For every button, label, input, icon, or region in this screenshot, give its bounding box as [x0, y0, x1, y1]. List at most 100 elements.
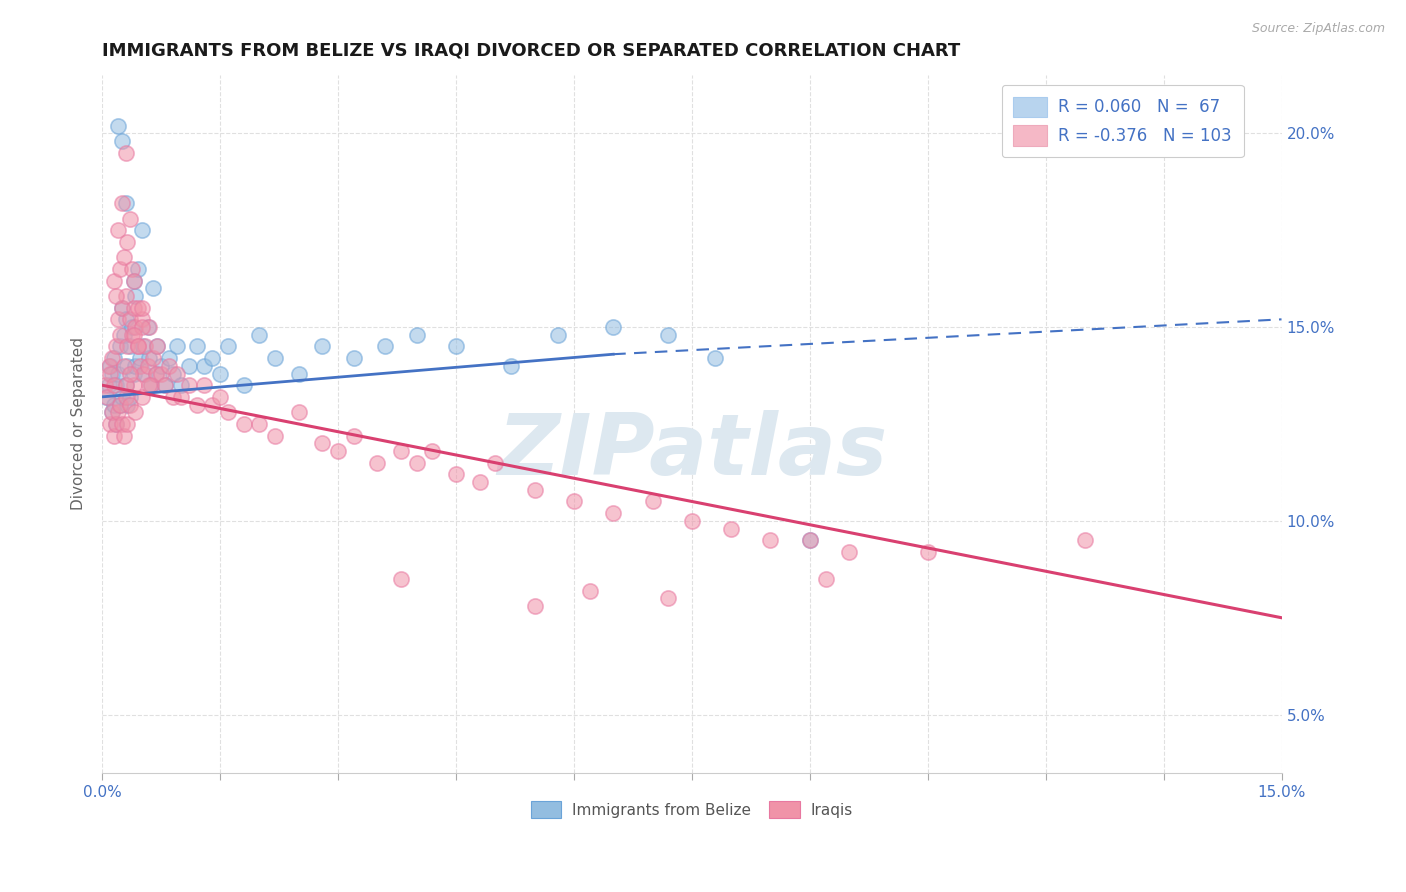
Point	[157, 351, 180, 365]
Point	[422, 444, 444, 458]
Point	[122, 274, 145, 288]
Point	[311, 339, 333, 353]
Point	[132, 339, 155, 353]
Point	[107, 119, 129, 133]
Point	[523, 483, 546, 497]
Point	[405, 456, 427, 470]
Point	[499, 359, 522, 373]
Point	[129, 359, 152, 373]
Point	[186, 339, 208, 353]
Point	[108, 262, 131, 277]
Point	[107, 312, 129, 326]
Point	[103, 351, 125, 365]
Point	[145, 367, 167, 381]
Point	[122, 378, 145, 392]
Point	[108, 339, 131, 353]
Point	[108, 398, 131, 412]
Point	[117, 235, 139, 249]
Point	[374, 339, 396, 353]
Point	[153, 378, 176, 392]
Point	[118, 367, 141, 381]
Point	[578, 583, 600, 598]
Point	[112, 359, 135, 373]
Point	[112, 327, 135, 342]
Point	[121, 320, 143, 334]
Point	[131, 312, 153, 326]
Point	[107, 405, 129, 419]
Point	[287, 405, 309, 419]
Point	[814, 572, 837, 586]
Point	[118, 339, 141, 353]
Point	[124, 359, 146, 373]
Point	[114, 145, 136, 160]
Point	[122, 327, 145, 342]
Point	[484, 456, 506, 470]
Point	[98, 359, 121, 373]
Point	[153, 378, 176, 392]
Point	[157, 359, 180, 373]
Point	[389, 572, 412, 586]
Point	[117, 339, 139, 353]
Point	[799, 533, 821, 548]
Point	[127, 262, 149, 277]
Point	[232, 378, 254, 392]
Point	[138, 320, 160, 334]
Point	[134, 367, 156, 381]
Point	[114, 312, 136, 326]
Point	[117, 417, 139, 431]
Point	[117, 359, 139, 373]
Point	[129, 351, 152, 365]
Point	[105, 339, 128, 353]
Point	[193, 378, 215, 392]
Point	[103, 428, 125, 442]
Point	[118, 390, 141, 404]
Point	[209, 367, 232, 381]
Point	[193, 359, 215, 373]
Point	[142, 351, 165, 365]
Point	[201, 351, 224, 365]
Point	[105, 417, 128, 431]
Point	[118, 211, 141, 226]
Point	[103, 398, 125, 412]
Point	[139, 378, 162, 392]
Point	[704, 351, 727, 365]
Point	[124, 320, 146, 334]
Point	[166, 339, 188, 353]
Point	[146, 339, 169, 353]
Point	[838, 545, 860, 559]
Point	[111, 390, 134, 404]
Point	[131, 390, 153, 404]
Point	[114, 378, 136, 392]
Point	[94, 378, 117, 392]
Point	[107, 367, 129, 381]
Text: Source: ZipAtlas.com: Source: ZipAtlas.com	[1251, 22, 1385, 36]
Point	[602, 506, 624, 520]
Point	[264, 428, 287, 442]
Point	[249, 327, 271, 342]
Point	[136, 320, 159, 334]
Point	[117, 398, 139, 412]
Point	[343, 351, 366, 365]
Point	[681, 514, 703, 528]
Point	[98, 417, 121, 431]
Point	[124, 289, 146, 303]
Point	[657, 591, 679, 606]
Point	[111, 134, 134, 148]
Point	[186, 398, 208, 412]
Point	[162, 390, 184, 404]
Point	[131, 223, 153, 237]
Point	[127, 339, 149, 353]
Point	[249, 417, 271, 431]
Point	[97, 378, 120, 392]
Point	[105, 378, 128, 392]
Point	[114, 390, 136, 404]
Point	[100, 367, 122, 381]
Point	[103, 378, 125, 392]
Point	[177, 378, 200, 392]
Point	[114, 378, 136, 392]
Point	[121, 327, 143, 342]
Point	[131, 301, 153, 315]
Point	[111, 417, 134, 431]
Y-axis label: Divorced or Separated: Divorced or Separated	[72, 337, 86, 510]
Point	[121, 262, 143, 277]
